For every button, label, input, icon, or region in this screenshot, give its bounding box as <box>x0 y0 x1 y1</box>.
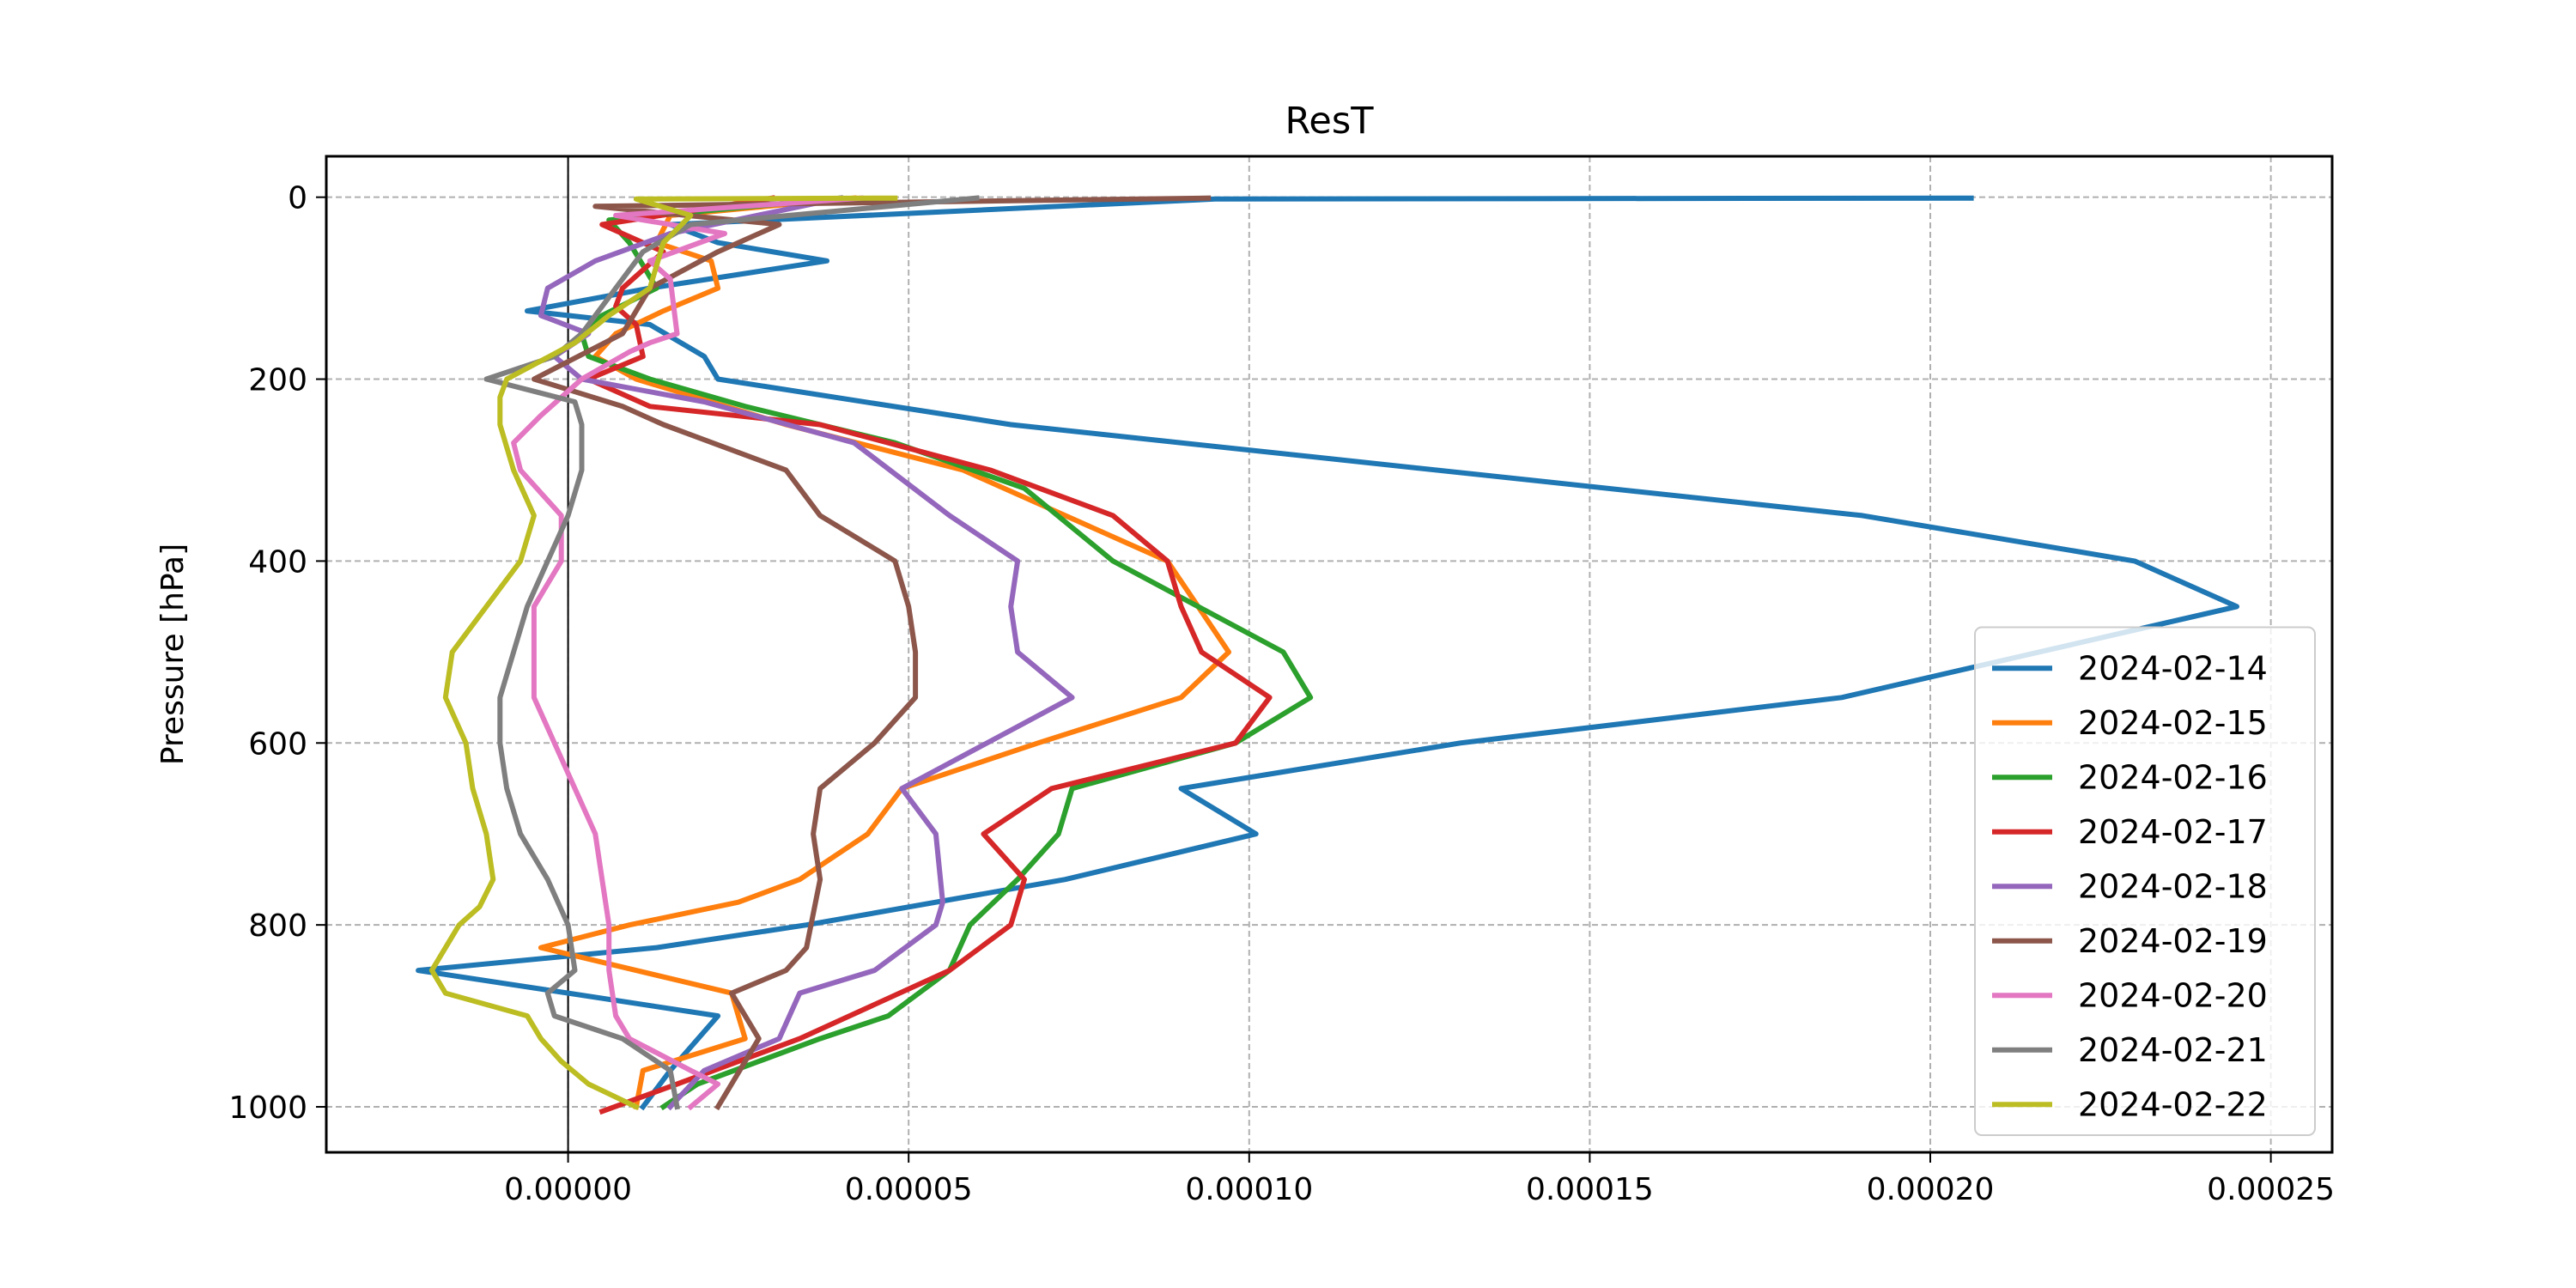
y-tick-label: 200 <box>248 363 307 398</box>
legend-label: 2024-02-19 <box>2078 922 2268 960</box>
x-axis-ticks: 0.00000 0.00005 0.00010 0.00015 0.00020 0.000… <box>504 1152 2335 1207</box>
series-line-2024-02-20 <box>511 195 864 1111</box>
x-tick-label: 0.00020 <box>1867 1172 1995 1207</box>
series-line-2024-02-18 <box>538 195 1075 1111</box>
series-line-2024-02-15 <box>538 195 1231 1110</box>
chart-title: ResT <box>1285 100 1374 143</box>
y-tick-label: 1000 <box>228 1091 307 1126</box>
series-line-2024-02-21 <box>483 195 980 1110</box>
series-line-2024-02-22 <box>428 195 898 1110</box>
legend-label: 2024-02-18 <box>2078 867 2268 905</box>
legend-label: 2024-02-21 <box>2078 1031 2268 1069</box>
x-tick-label: 0.00025 <box>2207 1172 2335 1207</box>
y-tick-label: 800 <box>248 908 307 944</box>
legend-label: 2024-02-22 <box>2078 1085 2268 1123</box>
legend-label: 2024-02-17 <box>2078 813 2268 851</box>
y-axis-label: Pressure [hPa] <box>155 544 191 765</box>
legend: 2024-02-14 2024-02-15 2024-02-16 2024-02-17… <box>1974 626 2316 1136</box>
y-tick-label: 400 <box>248 544 307 580</box>
series-line-2024-02-19 <box>531 195 1212 1111</box>
legend-box <box>1974 626 2316 1136</box>
series-line-2024-02-16 <box>579 195 1314 1111</box>
legend-label: 2024-02-16 <box>2078 758 2268 796</box>
y-tick-label: 0 <box>288 181 307 216</box>
series-line-2024-02-14 <box>416 195 2239 1111</box>
x-tick-label: 0.00000 <box>504 1172 632 1207</box>
legend-label: 2024-02-14 <box>2078 649 2268 687</box>
series-group <box>416 195 2239 1115</box>
y-axis-ticks: 0 200 400 600 800 1000 <box>228 181 326 1126</box>
series-line-2024-02-17 <box>586 195 1273 1115</box>
legend-label: 2024-02-15 <box>2078 704 2268 742</box>
x-tick-label: 0.00015 <box>1526 1172 1654 1207</box>
legend-label: 2024-02-20 <box>2078 976 2268 1014</box>
x-tick-label: 0.00010 <box>1185 1172 1313 1207</box>
x-tick-label: 0.00005 <box>845 1172 973 1207</box>
y-tick-label: 600 <box>248 726 307 762</box>
plot-frame <box>325 155 2334 1154</box>
